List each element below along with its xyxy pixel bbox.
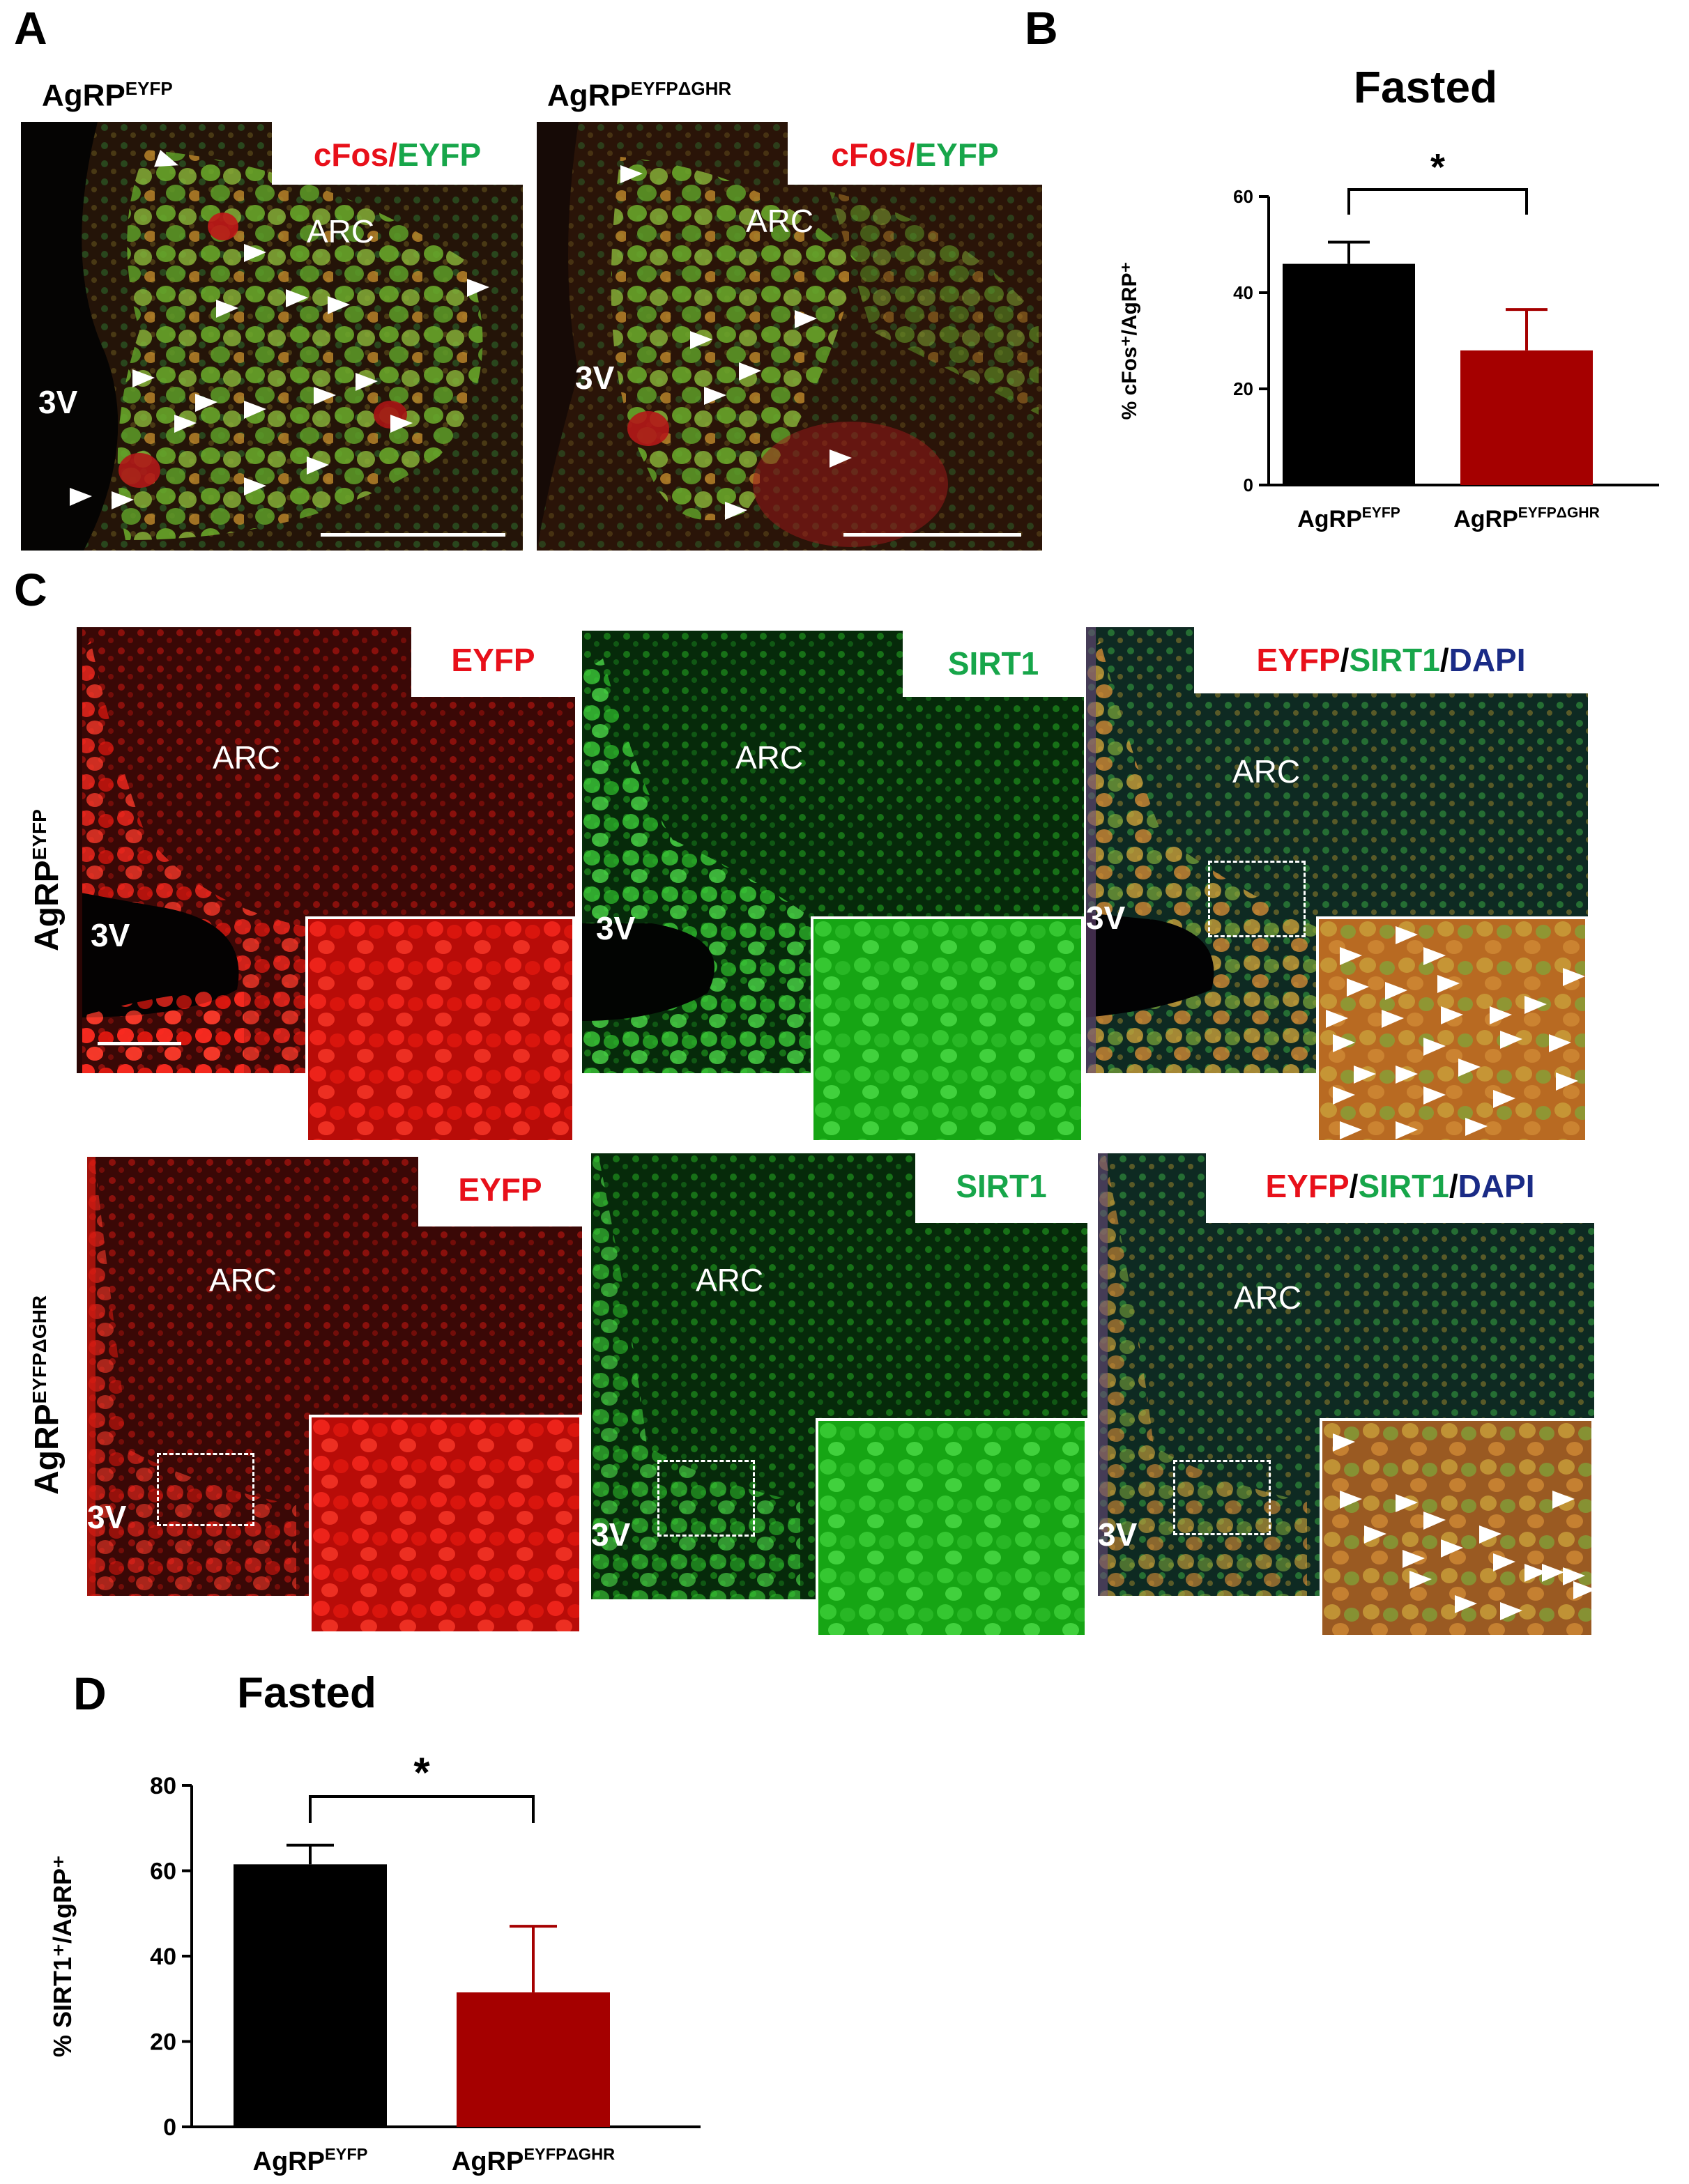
y-axis-label: % SIRT1⁺/AgRP⁺ xyxy=(48,1855,77,2057)
y-tick-label: 40 xyxy=(150,1944,176,1970)
scale-bar xyxy=(321,533,505,537)
arc-label: ARC xyxy=(1234,1279,1302,1316)
micrograph-merge-control: EYFP / SIRT1/DAPI ARC 3V xyxy=(1086,627,1588,1143)
chart-b-cfos: Fasted 0 20 40 60 % cFos⁺/AgRP⁺ AgRPEYFP AgRPEY… xyxy=(1118,62,1659,532)
third-ventricle-label: 3V xyxy=(1098,1516,1138,1553)
panel-label-c: C xyxy=(14,564,47,615)
bar xyxy=(1283,263,1415,485)
third-ventricle-label: 3V xyxy=(38,384,78,420)
zoom-inset-sirt1 xyxy=(811,916,1084,1143)
bar xyxy=(1460,350,1593,485)
third-ventricle-label: 3V xyxy=(591,1516,631,1553)
y-tick-label: 60 xyxy=(1233,186,1253,207)
stain-label-merge: EYFP / SIRT1/DAPI xyxy=(1194,627,1588,693)
stain-label-eyfp: EYFP xyxy=(411,627,575,697)
stain-label-cfos-eyfp: cFos / EYFP xyxy=(272,122,523,185)
panel-label-a: A xyxy=(14,2,47,54)
y-tick-label: 60 xyxy=(150,1858,176,1884)
third-ventricle-label: 3V xyxy=(1086,900,1126,936)
x-category-label: AgRPEYFPΔGHR xyxy=(452,2145,615,2176)
significance-star: * xyxy=(413,1749,430,1796)
significance-star: * xyxy=(1430,146,1445,188)
row-label-control: AgRPEYFP xyxy=(29,809,66,951)
stain-label-sirt1: SIRT1 xyxy=(915,1153,1087,1223)
scale-bar xyxy=(98,1042,181,1045)
zoom-region-box xyxy=(1173,1460,1271,1535)
micrograph-eyfp-control: EYFP ARC 3V xyxy=(77,627,575,1143)
micrograph-merge-ghr-ko: EYFP / SIRT1/DAPI ARC 3V xyxy=(1098,1153,1594,1638)
y-tick-label: 20 xyxy=(150,2029,176,2055)
row-label-ghr-ko: AgRPEYFPΔGHR xyxy=(29,1295,66,1495)
stain-label-cfos-eyfp-2: cFos / EYFP xyxy=(788,122,1042,185)
y-axis-label: % cFos⁺/AgRP⁺ xyxy=(1118,262,1141,420)
stain-label-sirt1: SIRT1 xyxy=(903,631,1084,697)
x-category-label: AgRPEYFP xyxy=(1297,505,1400,532)
zoom-region-box xyxy=(1208,861,1306,937)
micrograph-sirt1-control: SIRT1 ARC 3V xyxy=(582,631,1084,1143)
chart-title: Fasted xyxy=(237,1672,376,1717)
panel-a-left-title: AgRPEYFP xyxy=(42,78,173,113)
panel-label-b: B xyxy=(1025,2,1058,54)
arc-label: ARC xyxy=(1232,753,1301,790)
stain-label-eyfp: EYFP xyxy=(418,1157,582,1226)
zoom-inset-merge xyxy=(1316,916,1588,1143)
y-tick-label: 0 xyxy=(1244,475,1253,495)
third-ventricle-label: 3V xyxy=(575,360,615,396)
arc-label: ARC xyxy=(307,213,375,249)
panel-label-d: D xyxy=(73,1668,107,1719)
arc-label: ARC xyxy=(746,203,814,239)
significance-bracket xyxy=(1347,188,1528,215)
chart-title: Fasted xyxy=(1354,62,1497,112)
arc-label: ARC xyxy=(735,739,804,776)
chart-d-sirt1: Fasted 0 20 40 60 80 % SIRT1⁺/AgRP⁺ AgRPEYFP AgR… xyxy=(48,1672,701,2176)
micrograph-cfos-eyfp-ghr-ko: cFos / EYFP ARC 3V xyxy=(537,122,1042,551)
third-ventricle-label: 3V xyxy=(596,910,636,946)
scale-bar xyxy=(843,533,1021,537)
micrograph-cfos-eyfp-control: cFos / EYFP ARC 3V xyxy=(21,122,523,551)
x-category-label: AgRPEYFP xyxy=(253,2145,368,2176)
micrograph-sirt1-ghr-ko: SIRT1 ARC 3V xyxy=(591,1153,1087,1638)
y-tick-label: 0 xyxy=(163,2114,176,2141)
y-tick-label: 80 xyxy=(150,1773,176,1799)
zoom-region-box xyxy=(157,1453,254,1526)
zoom-inset-merge xyxy=(1320,1418,1594,1638)
panel-a-right-title: AgRPEYFPΔGHR xyxy=(547,78,732,113)
bar xyxy=(234,1864,387,2127)
y-tick-label: 20 xyxy=(1233,378,1253,399)
third-ventricle-label: 3V xyxy=(87,1499,127,1535)
stain-label-merge: EYFP / SIRT1/DAPI xyxy=(1206,1153,1594,1223)
zoom-inset-eyfp xyxy=(309,1415,582,1634)
arc-label: ARC xyxy=(209,1262,277,1298)
arc-label: ARC xyxy=(696,1262,764,1298)
zoom-inset-eyfp xyxy=(305,916,575,1143)
zoom-region-box xyxy=(657,1460,755,1537)
x-category-label: AgRPEYFPΔGHR xyxy=(1453,505,1600,532)
bar xyxy=(457,1992,610,2127)
significance-bracket xyxy=(309,1795,535,1823)
zoom-inset-sirt1 xyxy=(816,1418,1087,1638)
arc-label: ARC xyxy=(213,739,281,776)
y-tick-label: 40 xyxy=(1233,282,1253,303)
third-ventricle-label: 3V xyxy=(91,917,130,953)
micrograph-eyfp-ghr-ko: EYFP ARC 3V xyxy=(87,1157,582,1634)
